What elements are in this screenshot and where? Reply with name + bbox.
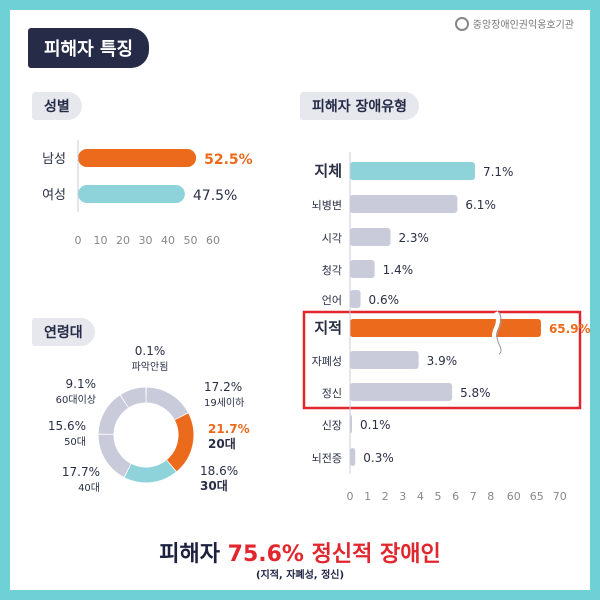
- disability-tick-label: 5: [435, 490, 442, 503]
- disability-tick-label: 6: [452, 490, 459, 503]
- age-value-label: 18.6%: [200, 464, 238, 478]
- disability-category-label: 시각: [322, 232, 342, 245]
- age-section-title: 연령대: [32, 318, 95, 346]
- disability-section-title: 피해자 장애유형: [300, 92, 420, 120]
- disability-tick-label: 8: [487, 490, 494, 503]
- age-category-label: 60대이상: [56, 394, 96, 406]
- gender-bar: [78, 149, 197, 167]
- disability-tick-label: 70: [553, 490, 567, 503]
- disability-tick-label: 2: [382, 490, 389, 503]
- disability-tick-label: 4: [417, 490, 424, 503]
- disability-value-label: 65.9%: [549, 322, 591, 336]
- disability-bar: [350, 383, 453, 401]
- highlight-box: [302, 310, 582, 410]
- headline-prefix: 피해자: [159, 542, 220, 567]
- disability-category-label: 언어: [322, 294, 342, 307]
- disability-value-label: 7.1%: [483, 165, 513, 179]
- gender-tick-label: 50: [184, 234, 198, 247]
- age-category-label: 50대: [64, 436, 86, 448]
- disability-tick-label: 7: [470, 490, 477, 503]
- disability-bar: [350, 228, 391, 246]
- disability-category-label: 지체: [314, 162, 342, 180]
- age-value-label: 17.2%: [204, 380, 242, 394]
- disability-value-label: 0.3%: [363, 451, 394, 465]
- axis-break-mark: [492, 311, 500, 356]
- age-donut-slice: [146, 387, 188, 420]
- headline-stat: 75.6% 정신적 장애인: [227, 542, 441, 567]
- disability-category-label: 뇌병변: [312, 199, 342, 212]
- age-value-label: 17.7%: [62, 465, 100, 479]
- disability-tick-label: 0: [347, 490, 354, 503]
- gender-tick-label: 10: [94, 234, 108, 247]
- disability-tick-label: 1: [364, 490, 371, 503]
- age-value-label: 15.6%: [48, 419, 86, 433]
- disability-bar: [350, 290, 361, 308]
- gender-tick-label: 20: [116, 234, 130, 247]
- age-donut-slice: [120, 387, 147, 408]
- age-category-label: 40대: [78, 482, 100, 494]
- gender-section-title: 성별: [32, 92, 82, 120]
- org-emblem-icon: [454, 16, 469, 31]
- disability-category-label: 자폐성: [312, 355, 342, 368]
- age-donut-slice: [166, 413, 194, 472]
- age-donut-slice: [98, 434, 132, 477]
- disability-bar: [350, 448, 356, 466]
- age-donut-slice: [124, 459, 176, 483]
- disability-value-label: 3.9%: [427, 354, 458, 368]
- disability-tick-label: 3: [399, 490, 406, 503]
- org-logo: 중앙장애인권익옹호기관: [454, 16, 574, 31]
- gender-tick-label: 0: [75, 234, 82, 247]
- disability-value-label: 2.3%: [398, 231, 429, 245]
- disability-category-label: 청각: [322, 264, 342, 277]
- disability-category-label: 뇌전증: [312, 452, 342, 465]
- gender-tick-label: 40: [161, 234, 175, 247]
- disability-bar: [350, 162, 475, 180]
- disability-bar: [350, 319, 541, 337]
- age-donut-slice: [98, 395, 129, 435]
- disability-value-label: 5.8%: [460, 386, 491, 400]
- disability-tick-label: 65: [530, 490, 544, 503]
- gender-category-label: 여성: [42, 188, 66, 203]
- headline-note: (지적, 자폐성, 정신): [255, 570, 345, 581]
- age-category-label: 20대: [208, 437, 236, 451]
- headline: 피해자 75.6% 정신적 장애인: [0, 536, 600, 568]
- gender-tick-label: 30: [139, 234, 153, 247]
- gender-bar: [78, 185, 185, 203]
- age-value-label: 21.7%: [208, 422, 250, 436]
- gender-value-label: 52.5%: [204, 152, 253, 168]
- disability-category-label: 지적: [314, 319, 342, 337]
- disability-bar: [350, 195, 458, 213]
- disability-bar: [350, 351, 419, 369]
- age-category-label: 19세이하: [204, 396, 244, 409]
- page-title: 피해자 특징: [28, 28, 150, 68]
- disability-bar: [350, 260, 375, 278]
- disability-value-label: 0.1%: [360, 418, 391, 432]
- gender-category-label: 남성: [42, 152, 66, 167]
- disability-value-label: 0.6%: [369, 293, 400, 307]
- disability-category-label: 정신: [322, 387, 342, 400]
- org-name: 중앙장애인권익옹호기관: [472, 20, 574, 31]
- disability-value-label: 6.1%: [465, 198, 496, 212]
- gender-value-label: 47.5%: [193, 188, 237, 204]
- gender-tick-label: 60: [206, 234, 220, 247]
- disability-tick-label: 60: [507, 490, 521, 503]
- disability-value-label: 1.4%: [383, 263, 414, 277]
- disability-category-label: 신장: [322, 419, 342, 432]
- age-category-label: 30대: [200, 479, 228, 493]
- age-value-label: 0.1%: [135, 344, 166, 358]
- age-category-label: 파악안됨: [132, 361, 169, 373]
- age-value-label: 9.1%: [66, 377, 97, 391]
- axis-break-mark: [496, 311, 502, 355]
